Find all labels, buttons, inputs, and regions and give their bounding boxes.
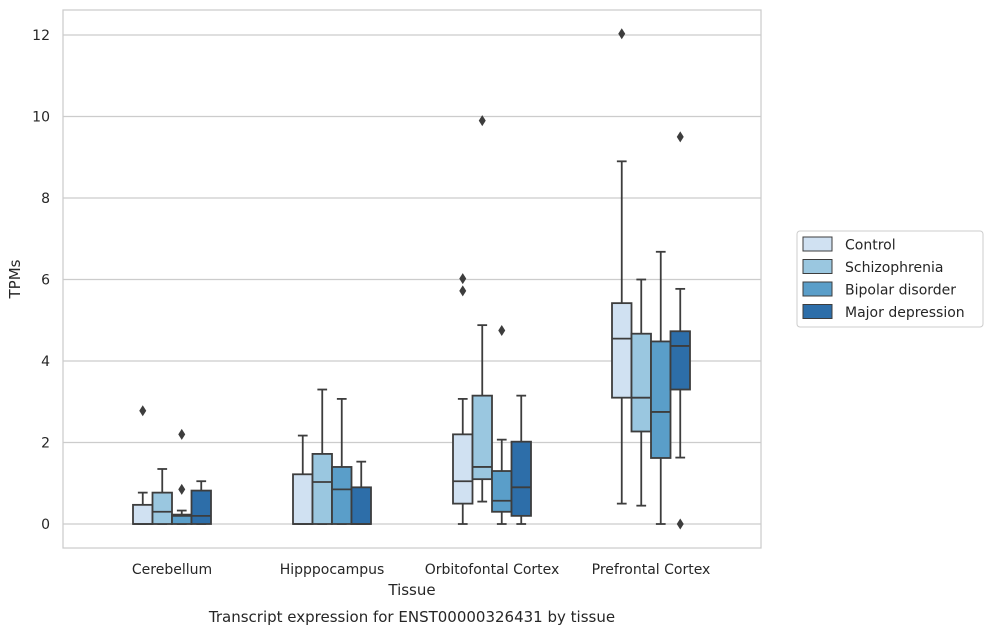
box (331, 397, 353, 525)
box-iqr (132, 503, 154, 525)
box-series-group (132, 28, 691, 530)
box (151, 468, 173, 525)
legend-items: Control Schizophrenia Bipolar disorder Majo… (802, 236, 965, 321)
box-iqr (471, 394, 493, 481)
box (190, 480, 212, 525)
outlier-point (676, 518, 684, 530)
series-3 (190, 131, 691, 530)
legend-label: Control (845, 238, 896, 254)
box (611, 28, 633, 505)
x-tick-label: Hipppocampus (280, 562, 385, 578)
x-tick-label: Orbitofontal Cortex (425, 562, 560, 578)
legend-swatch (802, 281, 833, 297)
series-0 (132, 28, 633, 525)
chart-caption: Transcript expression for ENST0000032643… (208, 608, 615, 626)
box-iqr (630, 332, 652, 433)
legend-item: Schizophrenia (802, 259, 943, 276)
box (491, 324, 513, 525)
box-iqr (650, 340, 672, 459)
box-iqr (151, 491, 173, 525)
legend-item: Control (802, 236, 896, 254)
legend: Control Schizophrenia Bipolar disorder Majo… (796, 230, 984, 328)
box (510, 394, 532, 525)
legend-label: Bipolar disorder (845, 283, 956, 299)
plot-frame (62, 9, 762, 549)
legend-item: Major depression (802, 304, 965, 321)
y-axis-label: TPMs (6, 259, 24, 299)
outlier-point (478, 115, 486, 127)
box (650, 250, 672, 525)
box-iqr (611, 302, 633, 399)
legend-frame (796, 230, 984, 328)
outlier-point (178, 428, 186, 440)
legend-swatch (802, 304, 833, 319)
y-tick-label: 6 (41, 273, 50, 289)
box-iqr (190, 489, 212, 525)
legend-item: Bipolar disorder (802, 281, 956, 299)
box-iqr (669, 330, 691, 391)
legend-label: Schizophrenia (845, 260, 943, 276)
box-iqr (452, 433, 474, 505)
box (669, 131, 691, 530)
box (350, 460, 372, 525)
box (471, 115, 493, 503)
box-iqr (331, 466, 353, 525)
x-tick-label: Cerebellum (132, 562, 212, 578)
outlier-point (178, 483, 186, 495)
box-iqr (311, 453, 333, 525)
legend-label: Major depression (845, 305, 965, 321)
x-tick-labels: Cerebellum Hipppocampus Orbitofontal Corte… (132, 562, 710, 578)
box-iqr (292, 473, 314, 525)
y-tick-label: 0 (41, 517, 50, 533)
y-tick-label: 12 (32, 28, 50, 44)
y-tick-label: 10 (32, 110, 50, 126)
outlier-point (618, 28, 626, 40)
box (292, 434, 314, 525)
y-tick-label: 2 (41, 436, 50, 452)
y-tick-labels: 0 2 4 6 8 10 12 (32, 28, 50, 533)
box (452, 273, 474, 525)
box-iqr (510, 440, 532, 517)
legend-swatch (802, 259, 833, 274)
y-tick-label: 8 (41, 191, 50, 207)
legend-swatch (802, 236, 833, 252)
box-iqr (491, 470, 513, 513)
outlier-point (459, 285, 467, 297)
x-axis-label: Tissue (387, 581, 435, 599)
box-iqr (350, 486, 372, 525)
outlier-point (498, 324, 506, 336)
outlier-point (676, 131, 684, 143)
outlier-point (139, 405, 147, 417)
x-tick-label: Prefrontal Cortex (592, 562, 711, 578)
y-tick-label: 4 (41, 354, 50, 370)
outlier-point (459, 273, 467, 285)
